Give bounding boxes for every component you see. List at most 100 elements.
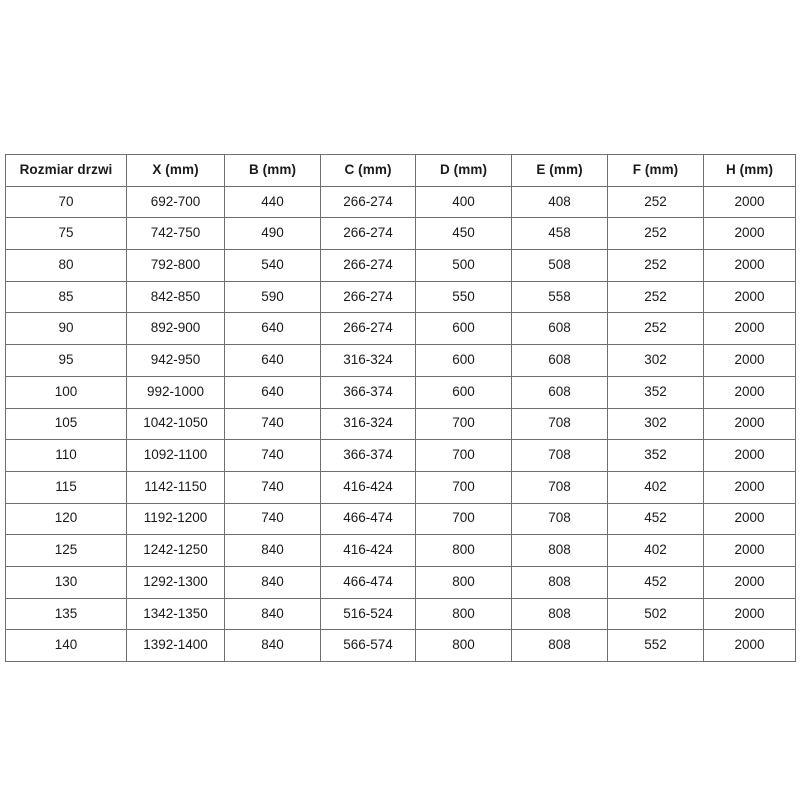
table-cell: 466-474	[320, 565, 416, 599]
table-cell: 700	[415, 407, 512, 441]
table-cell: 800	[415, 597, 512, 631]
table-cell: 266-274	[320, 280, 416, 314]
table-cell: 2000	[703, 565, 796, 599]
table-row: 120 1192-1200 740 466-474 700 708 452 2000	[5, 502, 796, 536]
table-cell: 266-274	[320, 312, 416, 346]
column-header-3: C (mm)	[320, 154, 416, 187]
table-cell: 2000	[703, 439, 796, 472]
column-header-1: X (mm)	[126, 154, 225, 187]
column-header-2: B (mm)	[224, 154, 321, 187]
table-cell: 85	[5, 280, 127, 314]
table-cell: 115	[5, 470, 127, 504]
table-cell: 840	[224, 597, 321, 631]
table-header: Rozmiar drzwi X (mm) B (mm) C (mm) D (mm) E (…	[5, 154, 796, 187]
table-cell: 608	[511, 375, 608, 409]
column-header-4: D (mm)	[415, 154, 512, 187]
table-cell: 842-850	[126, 280, 225, 314]
table-header-row: Rozmiar drzwi X (mm) B (mm) C (mm) D (mm) E (…	[5, 154, 796, 187]
table-cell: 1142-1150	[126, 470, 225, 504]
table-cell: 808	[511, 597, 608, 631]
table-cell: 80	[5, 249, 127, 282]
table-cell: 458	[511, 217, 608, 251]
table-cell: 402	[607, 470, 704, 504]
table-cell: 120	[5, 502, 127, 536]
table-cell: 640	[224, 344, 321, 377]
table-row: 80 792-800 540 266-274 500 508 252 2000	[5, 249, 796, 282]
table-cell: 316-324	[320, 344, 416, 377]
table-cell: 742-750	[126, 217, 225, 251]
table-row: 70 692-700 440 266-274 400 408 252 2000	[5, 185, 796, 219]
table-cell: 2000	[703, 217, 796, 251]
table-cell: 942-950	[126, 344, 225, 377]
table-cell: 600	[415, 344, 512, 377]
table-cell: 840	[224, 629, 321, 662]
table-cell: 516-524	[320, 597, 416, 631]
table-row: 110 1092-1100 740 366-374 700 708 352 2000	[5, 439, 796, 472]
table-cell: 2000	[703, 534, 796, 567]
table-cell: 808	[511, 534, 608, 567]
table-cell: 558	[511, 280, 608, 314]
table-cell: 1042-1050	[126, 407, 225, 441]
table-cell: 808	[511, 629, 608, 662]
table-cell: 252	[607, 312, 704, 346]
table-cell: 552	[607, 629, 704, 662]
table-cell: 266-274	[320, 249, 416, 282]
table-cell: 740	[224, 439, 321, 472]
table-cell: 1092-1100	[126, 439, 225, 472]
table-cell: 416-424	[320, 534, 416, 567]
table-cell: 740	[224, 470, 321, 504]
table-cell: 740	[224, 407, 321, 441]
table-cell: 740	[224, 502, 321, 536]
table-cell: 352	[607, 375, 704, 409]
table-cell: 692-700	[126, 185, 225, 219]
table-row: 130 1292-1300 840 466-474 800 808 452 2000	[5, 565, 796, 599]
table-cell: 416-424	[320, 470, 416, 504]
table-cell: 840	[224, 565, 321, 599]
table-row: 105 1042-1050 740 316-324 700 708 302 2000	[5, 407, 796, 441]
column-header-6: F (mm)	[607, 154, 704, 187]
table-cell: 440	[224, 185, 321, 219]
table-cell: 640	[224, 375, 321, 409]
table-cell: 892-900	[126, 312, 225, 346]
column-header-5: E (mm)	[511, 154, 608, 187]
table-row: 140 1392-1400 840 566-574 800 808 552 2000	[5, 629, 796, 662]
table-cell: 566-574	[320, 629, 416, 662]
table-cell: 450	[415, 217, 512, 251]
table-cell: 2000	[703, 249, 796, 282]
table-row: 90 892-900 640 266-274 600 608 252 2000	[5, 312, 796, 346]
table-cell: 1192-1200	[126, 502, 225, 536]
table-cell: 540	[224, 249, 321, 282]
table-row: 135 1342-1350 840 516-524 800 808 502 2000	[5, 597, 796, 631]
table-cell: 700	[415, 439, 512, 472]
table-cell: 1392-1400	[126, 629, 225, 662]
table-cell: 452	[607, 502, 704, 536]
table-cell: 402	[607, 534, 704, 567]
shower-door-dimensions-table: Rozmiar drzwi X (mm) B (mm) C (mm) D (mm) E (…	[5, 154, 796, 662]
table-cell: 992-1000	[126, 375, 225, 409]
table-cell: 708	[511, 439, 608, 472]
table-row: 95 942-950 640 316-324 600 608 302 2000	[5, 344, 796, 377]
table-cell: 95	[5, 344, 127, 377]
table-cell: 600	[415, 312, 512, 346]
table-cell: 408	[511, 185, 608, 219]
table-cell: 508	[511, 249, 608, 282]
table-cell: 266-274	[320, 217, 416, 251]
table-cell: 252	[607, 217, 704, 251]
table-cell: 550	[415, 280, 512, 314]
table-cell: 125	[5, 534, 127, 567]
table-cell: 70	[5, 185, 127, 219]
table-cell: 800	[415, 534, 512, 567]
table-cell: 2000	[703, 597, 796, 631]
table-cell: 840	[224, 534, 321, 567]
table-row: 115 1142-1150 740 416-424 700 708 402 2000	[5, 470, 796, 504]
table-cell: 2000	[703, 344, 796, 377]
table-cell: 708	[511, 407, 608, 441]
table-cell: 792-800	[126, 249, 225, 282]
spec-table-container: Rozmiar drzwi X (mm) B (mm) C (mm) D (mm) E (…	[5, 154, 796, 662]
table-cell: 708	[511, 470, 608, 504]
table-cell: 700	[415, 470, 512, 504]
table-cell: 452	[607, 565, 704, 599]
table-cell: 608	[511, 344, 608, 377]
table-cell: 490	[224, 217, 321, 251]
